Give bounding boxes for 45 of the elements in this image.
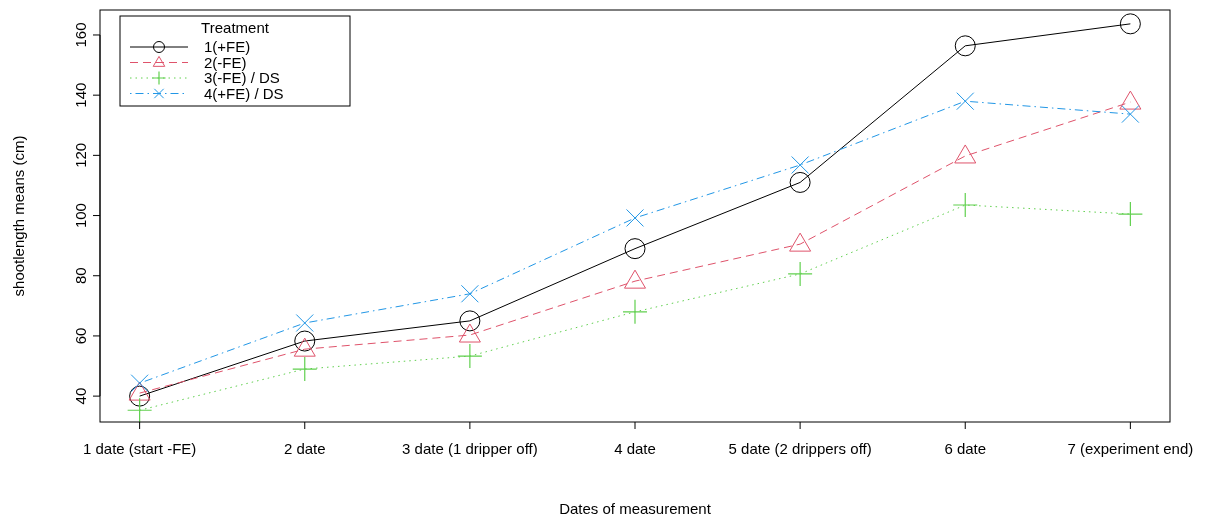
point [292, 357, 317, 382]
point [293, 337, 316, 357]
legend-label: 1(+FE) [204, 38, 251, 55]
x-tick-label: 4 date [614, 440, 656, 457]
point [1121, 105, 1140, 124]
x-tick-label: 6 date [944, 440, 987, 457]
point [953, 193, 978, 218]
point [626, 208, 644, 227]
x-tick-label: 1 date (start -FE) [82, 440, 197, 457]
y-tick-label: 40 [72, 387, 89, 405]
point [791, 155, 810, 174]
point [1118, 202, 1143, 227]
y-tick-label: 160 [72, 22, 89, 48]
point [624, 238, 646, 260]
point [130, 374, 149, 393]
legend-title: Treatment [201, 19, 270, 36]
point [295, 313, 314, 332]
point [128, 381, 151, 401]
point [623, 299, 647, 324]
point [1119, 13, 1141, 35]
y-tick-label: 100 [72, 203, 89, 229]
point [458, 323, 481, 343]
x-tick-label: 3 date (1 dripper off) [402, 440, 538, 457]
x-tick-label: 2 date [283, 440, 326, 457]
y-axis-title: shootlength means (cm) [10, 135, 27, 297]
point [457, 344, 482, 369]
point [1119, 90, 1142, 110]
x-tick-label: 7 (experiment end) [1067, 440, 1194, 457]
point [460, 284, 479, 303]
point [788, 261, 813, 286]
point [294, 330, 316, 352]
point [789, 171, 811, 193]
y-tick-label: 60 [72, 327, 89, 345]
y-tick-label: 80 [72, 267, 89, 285]
point [956, 92, 975, 111]
point [624, 269, 646, 289]
point [789, 232, 812, 252]
x-axis-title: Dates of measurement [559, 500, 712, 517]
point [129, 385, 151, 407]
y-tick-label: 140 [72, 82, 89, 108]
y-tick-label: 120 [72, 142, 89, 168]
point [954, 35, 976, 57]
x-tick-label: 5 date (2 drippers off) [728, 440, 872, 457]
point [459, 310, 481, 332]
point [954, 144, 977, 164]
